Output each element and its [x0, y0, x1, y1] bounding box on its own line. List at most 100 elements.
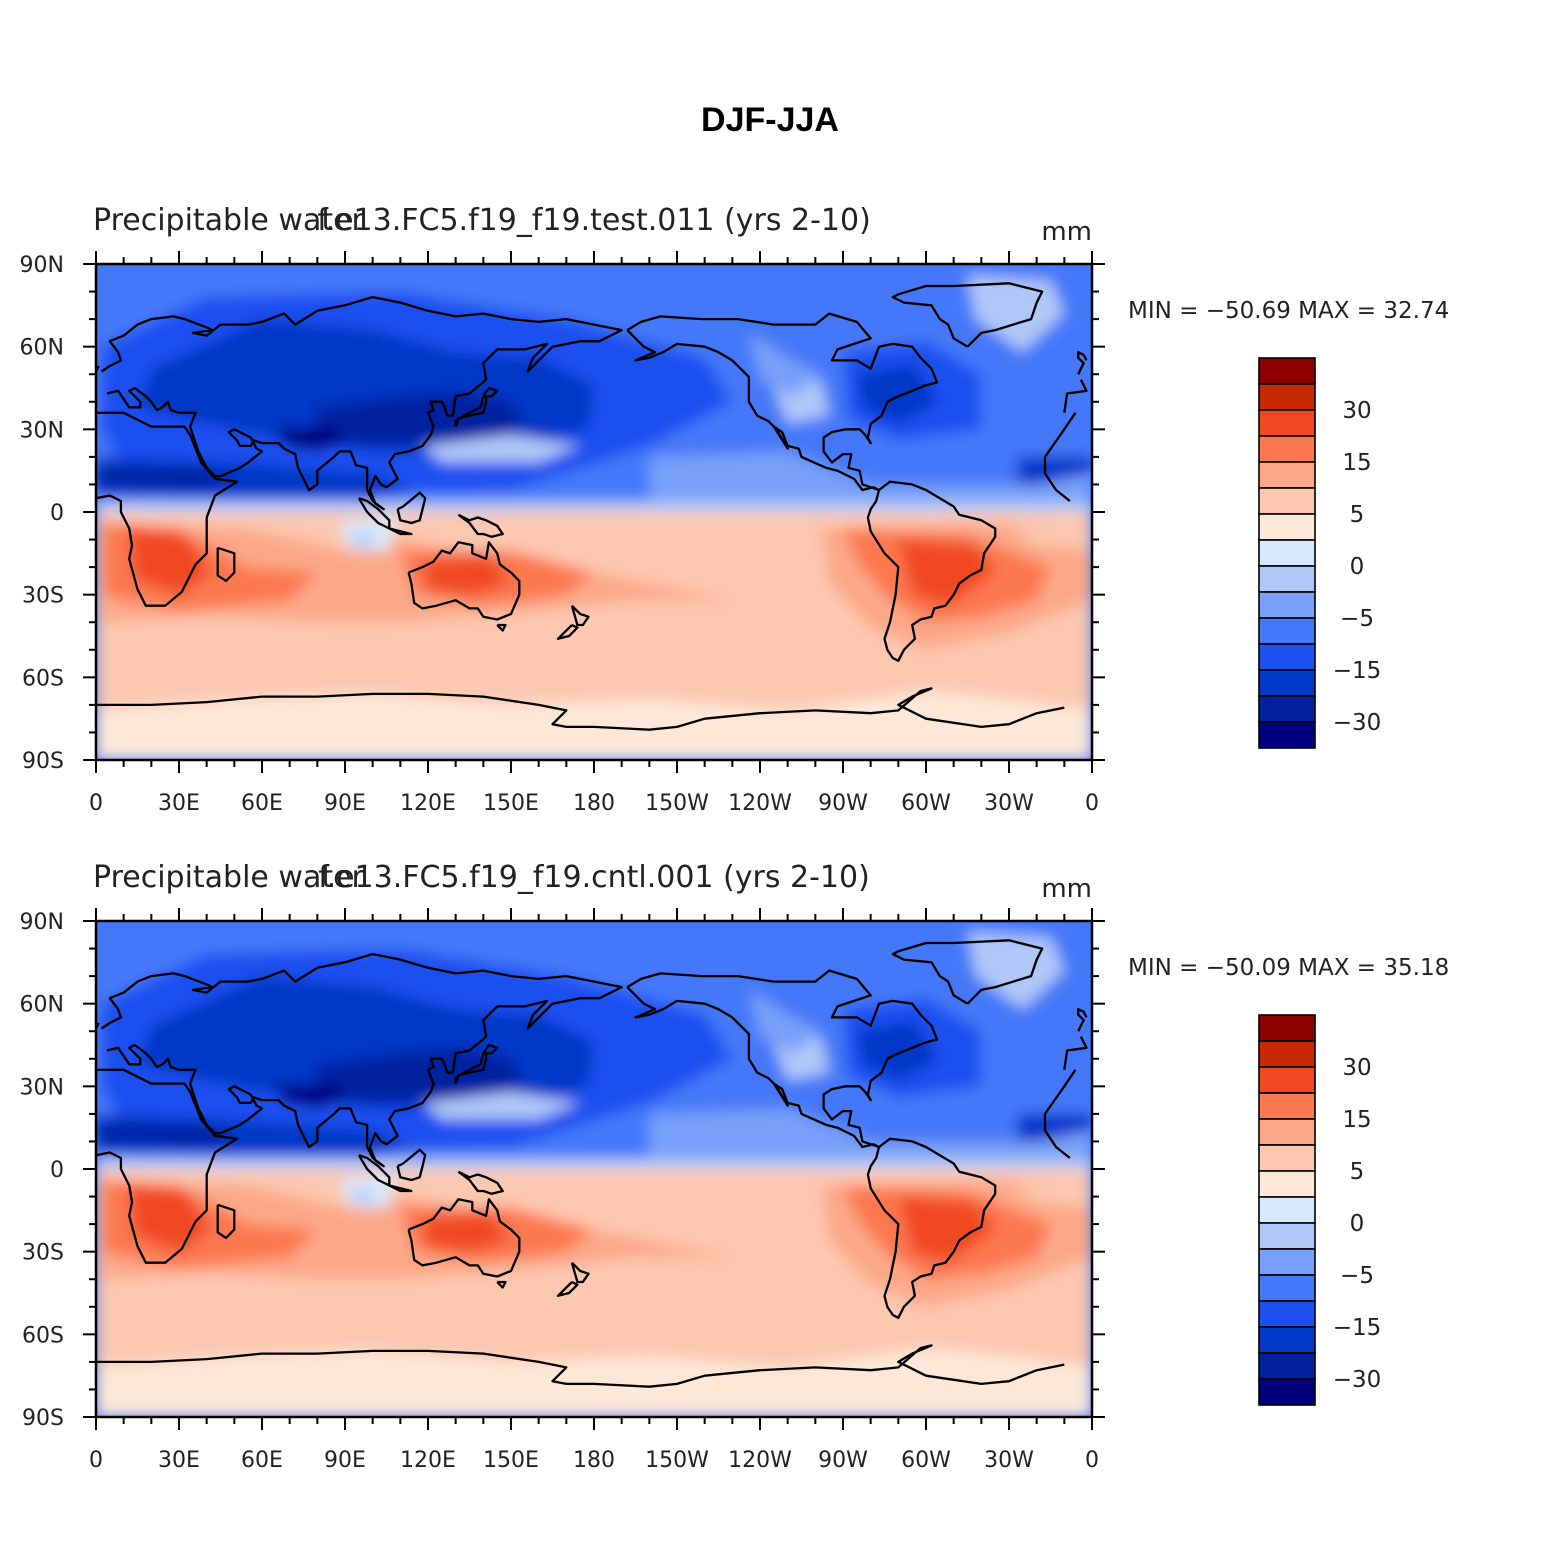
x-tick-label: 120E	[400, 791, 456, 816]
coastline	[866, 480, 997, 662]
colorbar-label: 0	[1350, 1211, 1365, 1237]
colorbar-label: 15	[1342, 450, 1371, 476]
contour-region	[422, 1213, 511, 1252]
coastline	[570, 604, 590, 627]
x-tick-label: 0	[89, 791, 103, 816]
contour-region	[275, 426, 351, 452]
x-tick-label: 90E	[324, 791, 366, 816]
coastline	[556, 623, 579, 640]
colorbar-box	[1258, 1144, 1316, 1172]
panel-units: mm	[1041, 874, 1092, 904]
colorbar-label: −30	[1333, 1367, 1382, 1393]
contour-region	[129, 528, 213, 595]
coastline	[216, 1203, 236, 1240]
contour-region	[856, 1020, 940, 1081]
y-tick-label: 60N	[20, 993, 64, 1018]
coastline	[388, 527, 413, 536]
y-tick-label: 90S	[22, 749, 64, 774]
y-tick-label: 60N	[20, 336, 64, 361]
contour-region	[1009, 523, 1092, 551]
coastline	[626, 312, 939, 492]
colorbar-label: 30	[1342, 398, 1371, 424]
y-tick-label: 60S	[22, 666, 64, 691]
coastlines	[96, 282, 1088, 731]
panel-center-title: f.e13.FC5.f19_f19.cntl.001 (yrs 2-10)	[318, 860, 870, 895]
contour-region	[317, 390, 525, 446]
contour-region	[422, 1091, 581, 1120]
coastlines	[96, 939, 1088, 1388]
x-tick-label: 90E	[324, 1448, 366, 1473]
colorbar: 30 15 5 0 −5 −15 −30	[1258, 1014, 1382, 1406]
x-tick-label: 150E	[483, 791, 539, 816]
panel-center-title: f.e13.FC5.f19_f19.test.011 (yrs 2-10)	[317, 203, 871, 238]
contour-region	[1009, 1180, 1092, 1208]
colorbar-box	[1258, 1066, 1316, 1094]
contour-region	[317, 1047, 525, 1103]
x-tick-label: 60E	[241, 791, 283, 816]
colorbar-box	[1258, 1118, 1316, 1146]
coastline	[496, 623, 507, 632]
contour-region	[96, 456, 415, 499]
colorbar-label: −15	[1333, 658, 1382, 684]
colorbar-box	[1258, 1222, 1316, 1250]
coastline	[96, 692, 594, 729]
x-tick-label: 60W	[901, 791, 951, 816]
y-tick-label: 0	[50, 1158, 64, 1183]
coastline	[593, 687, 1065, 731]
contour-region	[275, 1083, 351, 1109]
coastline	[357, 1154, 391, 1187]
colorbar-label: −5	[1340, 606, 1374, 632]
contour-region	[96, 1158, 1092, 1169]
stats-text: MIN = −50.09 MAX = 35.18	[1128, 955, 1449, 981]
contour-region	[96, 1113, 415, 1156]
field-shapes	[96, 264, 1092, 760]
y-tick-label: 30N	[20, 418, 64, 443]
panel-left-title: Precipitable water	[93, 203, 365, 238]
coastline	[357, 497, 391, 530]
contour-region	[856, 363, 940, 424]
contour-region	[649, 1108, 1092, 1161]
coastline	[100, 295, 623, 511]
colorbar-label: 5	[1350, 1159, 1365, 1185]
y-tick-label: 90N	[20, 253, 64, 278]
colorbar-box	[1258, 435, 1316, 463]
y-tick-label: 30S	[22, 584, 64, 609]
x-tick-label: 0	[1085, 791, 1099, 816]
colorbar-box	[1258, 1040, 1316, 1068]
axis-ticks	[83, 251, 1105, 773]
coastline	[388, 1184, 413, 1193]
coastline	[1063, 379, 1088, 413]
map-panel-test: Precipitable waterf.e13.FC5.f19_f19.test…	[20, 203, 1450, 816]
colorbar-box	[1258, 461, 1316, 489]
colorbar-label: −15	[1333, 1315, 1382, 1341]
x-tick-label: 30W	[984, 791, 1034, 816]
contour-region	[96, 1124, 235, 1145]
coastline	[1063, 1036, 1088, 1070]
x-tick-label: 180	[573, 1448, 615, 1473]
coastline	[407, 1198, 521, 1278]
x-tick-label: 150W	[645, 1448, 709, 1473]
coastline	[482, 1043, 499, 1055]
coastline	[1077, 351, 1088, 375]
colorbar-box	[1258, 1300, 1316, 1328]
x-tick-label: 0	[1085, 1448, 1099, 1473]
figure-title: DJF-JJA	[701, 101, 839, 139]
contour-region	[129, 1185, 213, 1252]
colorbar-label: −30	[1333, 710, 1382, 736]
coastline	[216, 546, 236, 583]
contour-region	[748, 989, 821, 1054]
colorbar-box	[1258, 1170, 1316, 1198]
colorbar-box	[1258, 513, 1316, 541]
y-tick-label: 30S	[22, 1241, 64, 1266]
coastline	[396, 1148, 427, 1182]
coastline	[96, 1068, 239, 1264]
x-tick-label: 0	[89, 1448, 103, 1473]
colorbar-label: −5	[1340, 1263, 1374, 1289]
coastline	[556, 1280, 579, 1297]
contour-region	[422, 434, 581, 463]
y-tick-label: 90S	[22, 1406, 64, 1431]
contour-region	[96, 501, 1092, 512]
contour-region	[649, 451, 1092, 504]
panel-units: mm	[1041, 217, 1092, 247]
contour-region	[96, 467, 235, 488]
